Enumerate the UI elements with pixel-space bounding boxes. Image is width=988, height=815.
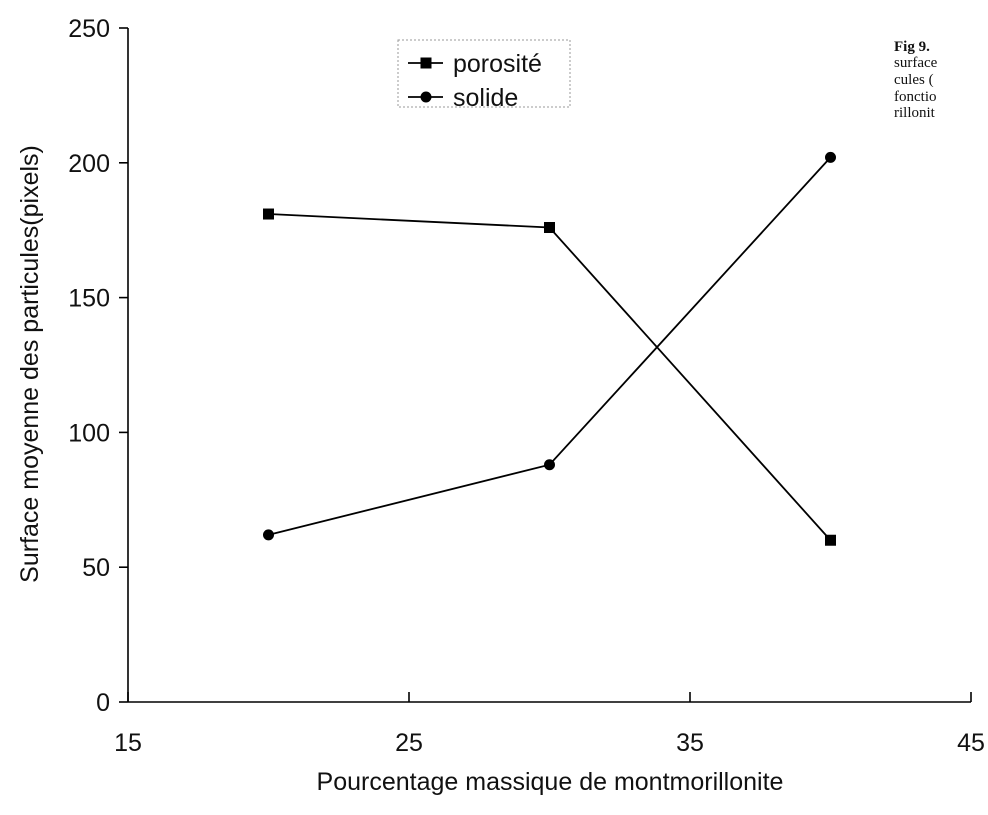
y-tick-label: 100 xyxy=(68,419,110,447)
caption-line: surface xyxy=(894,55,938,71)
data-point-1 xyxy=(263,208,274,220)
figure-caption: Fig 9. surface cules ( fonctio rillonit xyxy=(894,39,938,121)
legend-marker xyxy=(420,91,432,103)
caption-line: rillonit xyxy=(894,105,936,121)
legend-marker xyxy=(420,57,432,69)
data-point-1 xyxy=(825,534,836,546)
data-point-2 xyxy=(825,151,836,163)
data-point-2 xyxy=(263,529,274,541)
legend-label: porosité xyxy=(453,50,542,78)
caption-line: fonctio xyxy=(894,89,937,105)
y-tick-label: 50 xyxy=(82,554,110,582)
series-line-2 xyxy=(268,156,832,536)
caption-label: Fig 9. xyxy=(894,39,930,55)
y-axis-title: Surface moyenne des particules(pixels) xyxy=(16,145,44,583)
data-point-1 xyxy=(544,222,555,234)
y-tick-label: 200 xyxy=(68,150,110,178)
x-axis-title: Pourcentage massique de montmorillonite xyxy=(317,768,784,796)
x-tick-label: 25 xyxy=(395,729,423,757)
y-tick-label: 150 xyxy=(68,285,110,313)
series-line-1 xyxy=(268,213,832,541)
caption-line: cules ( xyxy=(894,72,934,88)
y-tick-label: 250 xyxy=(68,15,110,43)
x-tick-label: 45 xyxy=(957,729,985,757)
chart-axes: 0 50 100 150 200 250 15 25 35 45 xyxy=(68,15,985,757)
chart-series xyxy=(263,151,836,546)
data-point-2 xyxy=(544,459,555,471)
y-tick-label: 0 xyxy=(96,689,110,717)
x-tick-label: 15 xyxy=(114,729,142,757)
legend-label: solide xyxy=(453,84,518,112)
chart-legend: porosité solide xyxy=(397,39,571,112)
x-tick-label: 35 xyxy=(676,729,704,757)
